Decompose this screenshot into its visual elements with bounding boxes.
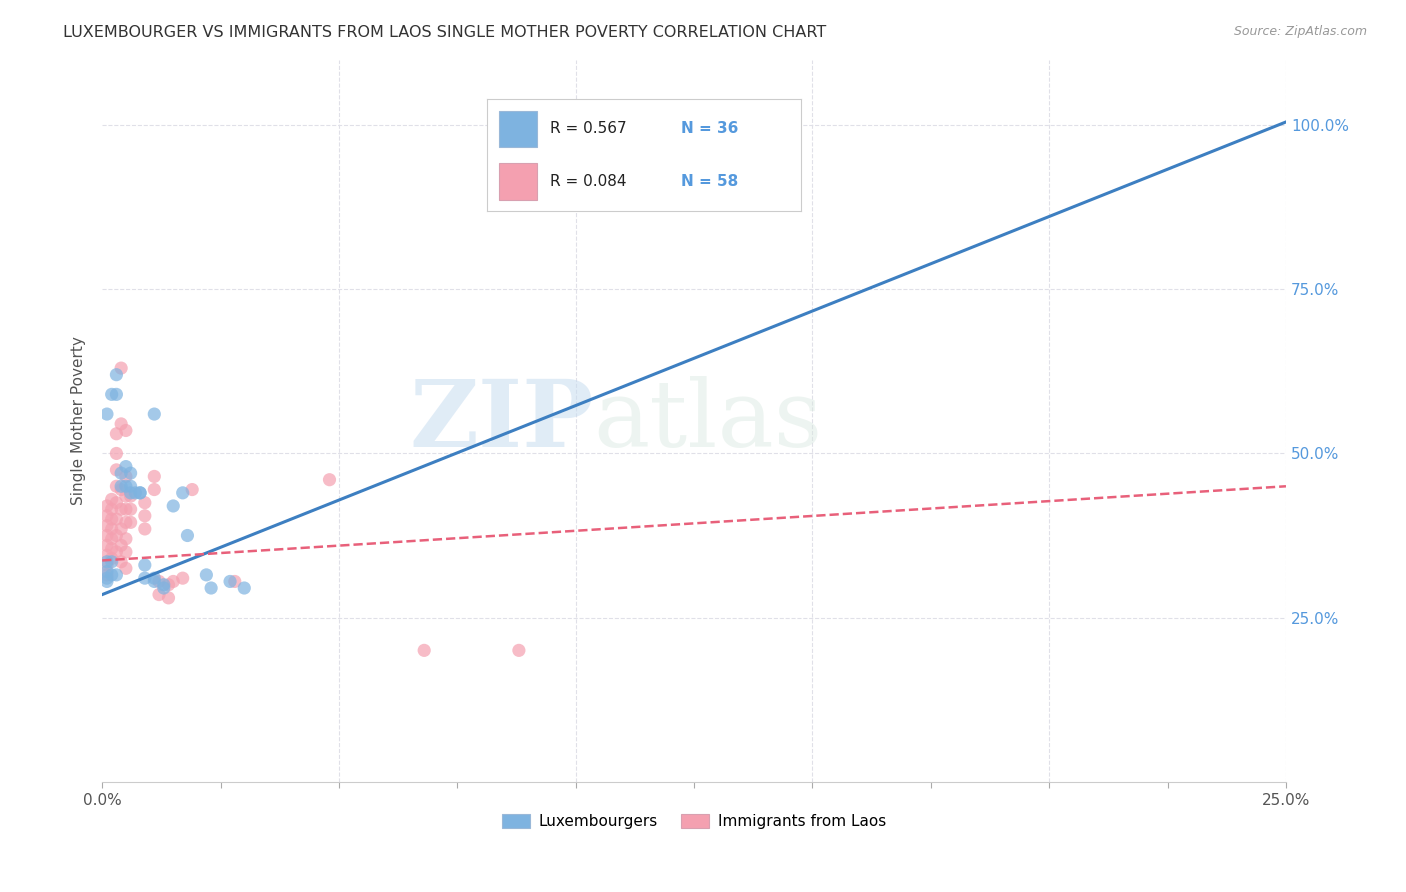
Text: LUXEMBOURGER VS IMMIGRANTS FROM LAOS SINGLE MOTHER POVERTY CORRELATION CHART: LUXEMBOURGER VS IMMIGRANTS FROM LAOS SIN…: [63, 25, 827, 40]
Point: [100, 502, 122, 516]
Point: [105, 567, 128, 582]
Point: [96, 567, 118, 582]
Point: [120, 489, 142, 503]
Point: [96, 555, 118, 569]
Text: Source: ZipAtlas.com: Source: ZipAtlas.com: [1233, 25, 1367, 38]
Point: [172, 486, 194, 500]
Point: [115, 561, 138, 575]
Point: [115, 532, 138, 546]
Point: [129, 486, 152, 500]
Legend: Luxembourgers, Immigrants from Laos: Luxembourgers, Immigrants from Laos: [496, 808, 891, 836]
Point: [96, 528, 118, 542]
Point: [105, 387, 128, 401]
Point: [110, 466, 132, 480]
Point: [148, 574, 170, 589]
Point: [110, 502, 132, 516]
Point: [143, 571, 166, 585]
Point: [143, 407, 166, 421]
Point: [162, 499, 184, 513]
Point: [100, 522, 122, 536]
Point: [105, 446, 128, 460]
Point: [115, 459, 138, 474]
Point: [120, 479, 142, 493]
Point: [100, 532, 122, 546]
Point: [96, 565, 118, 579]
Point: [96, 407, 118, 421]
Point: [115, 424, 138, 438]
Point: [129, 486, 152, 500]
Point: [100, 567, 122, 582]
Point: [120, 486, 142, 500]
Point: [143, 574, 166, 589]
Point: [110, 483, 132, 497]
Point: [124, 486, 146, 500]
Point: [134, 571, 156, 585]
Point: [110, 479, 132, 493]
Point: [105, 368, 128, 382]
Point: [195, 567, 218, 582]
Point: [162, 574, 184, 589]
Point: [96, 548, 118, 562]
Point: [143, 483, 166, 497]
Point: [134, 522, 156, 536]
Point: [120, 516, 142, 530]
Point: [115, 516, 138, 530]
Point: [152, 578, 174, 592]
Y-axis label: Single Mother Poverty: Single Mother Poverty: [72, 336, 86, 505]
Point: [115, 479, 138, 493]
Point: [100, 512, 122, 526]
Point: [157, 578, 180, 592]
Point: [110, 522, 132, 536]
Point: [110, 361, 132, 376]
Point: [134, 508, 156, 523]
Point: [318, 473, 340, 487]
Point: [115, 502, 138, 516]
Point: [157, 591, 180, 605]
Point: [100, 555, 122, 569]
Point: [172, 571, 194, 585]
Point: [96, 518, 118, 533]
Point: [636, 115, 658, 129]
Point: [233, 581, 256, 595]
Point: [115, 469, 138, 483]
Point: [105, 496, 128, 510]
Point: [96, 508, 118, 523]
Point: [100, 541, 122, 556]
Point: [100, 551, 122, 566]
Point: [105, 463, 128, 477]
Point: [134, 558, 156, 572]
Point: [110, 538, 132, 552]
Point: [96, 571, 118, 585]
Point: [96, 558, 118, 572]
Point: [105, 528, 128, 542]
Point: [96, 499, 118, 513]
Point: [105, 545, 128, 559]
Point: [96, 574, 118, 589]
Point: [105, 512, 128, 526]
Point: [219, 574, 242, 589]
Point: [200, 581, 222, 595]
Point: [115, 545, 138, 559]
Point: [115, 489, 138, 503]
Point: [148, 588, 170, 602]
Point: [120, 502, 142, 516]
Point: [134, 496, 156, 510]
Point: [152, 581, 174, 595]
Point: [143, 469, 166, 483]
Point: [181, 483, 204, 497]
Point: [110, 555, 132, 569]
Point: [96, 538, 118, 552]
Point: [413, 643, 436, 657]
Point: [176, 528, 198, 542]
Text: ZIP: ZIP: [409, 376, 593, 466]
Point: [105, 426, 128, 441]
Point: [508, 643, 530, 657]
Point: [110, 417, 132, 431]
Point: [105, 479, 128, 493]
Point: [224, 574, 246, 589]
Point: [100, 387, 122, 401]
Point: [120, 466, 142, 480]
Point: [100, 492, 122, 507]
Text: atlas: atlas: [593, 376, 823, 466]
